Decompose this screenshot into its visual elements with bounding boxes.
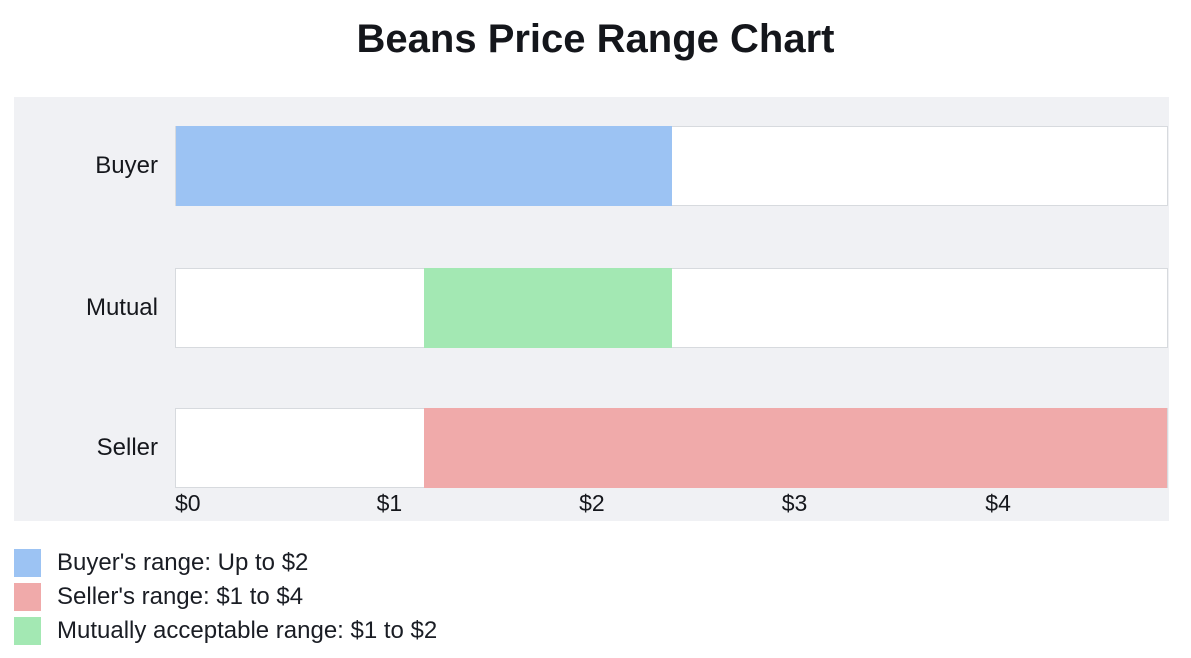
x-axis-tick-0: $0	[175, 490, 201, 516]
seller-range-bar	[423, 408, 1167, 488]
category-label-mutual: Mutual	[85, 294, 158, 321]
x-axis-tick-4: $4	[985, 490, 1011, 516]
buyer-legend-swatch-icon	[14, 549, 41, 577]
mutual-range-bar	[423, 268, 672, 348]
x-axis-tick-3: $3	[781, 490, 808, 516]
bar-track-mutual	[175, 268, 1168, 348]
legend-label-mutual: Mutually acceptable range: $1 to $2	[57, 617, 438, 644]
bar-track-buyer	[175, 126, 1168, 206]
legend-item-buyer: Buyer's range: Up to $2	[14, 546, 437, 580]
legend-label-buyer: Buyer's range: Up to $2	[57, 549, 309, 576]
category-label-buyer: Buyer	[95, 152, 158, 179]
legend-item-seller: Seller's range: $1 to $4	[14, 580, 437, 614]
x-axis-tick-1: $1	[376, 490, 403, 516]
buyer-range-bar	[176, 126, 672, 206]
seller-legend-swatch-icon	[14, 583, 41, 611]
legend-item-mutual: Mutually acceptable range: $1 to $2	[14, 614, 437, 648]
x-axis-tick-2: $2	[579, 490, 605, 516]
legend-label-seller: Seller's range: $1 to $4	[57, 583, 304, 610]
category-label-seller: Seller	[96, 434, 158, 461]
bar-track-seller	[175, 408, 1168, 488]
x-axis: $0 $1 $2 $3 $4	[175, 487, 1168, 519]
chart-title: Beans Price Range Chart	[356, 17, 835, 61]
plot-area: Buyer Mutual Seller $0 $1 $2 $3 $4	[14, 97, 1169, 521]
mutual-legend-swatch-icon	[14, 617, 41, 645]
legend: Buyer's range: Up to $2 Seller's range: …	[14, 546, 437, 648]
